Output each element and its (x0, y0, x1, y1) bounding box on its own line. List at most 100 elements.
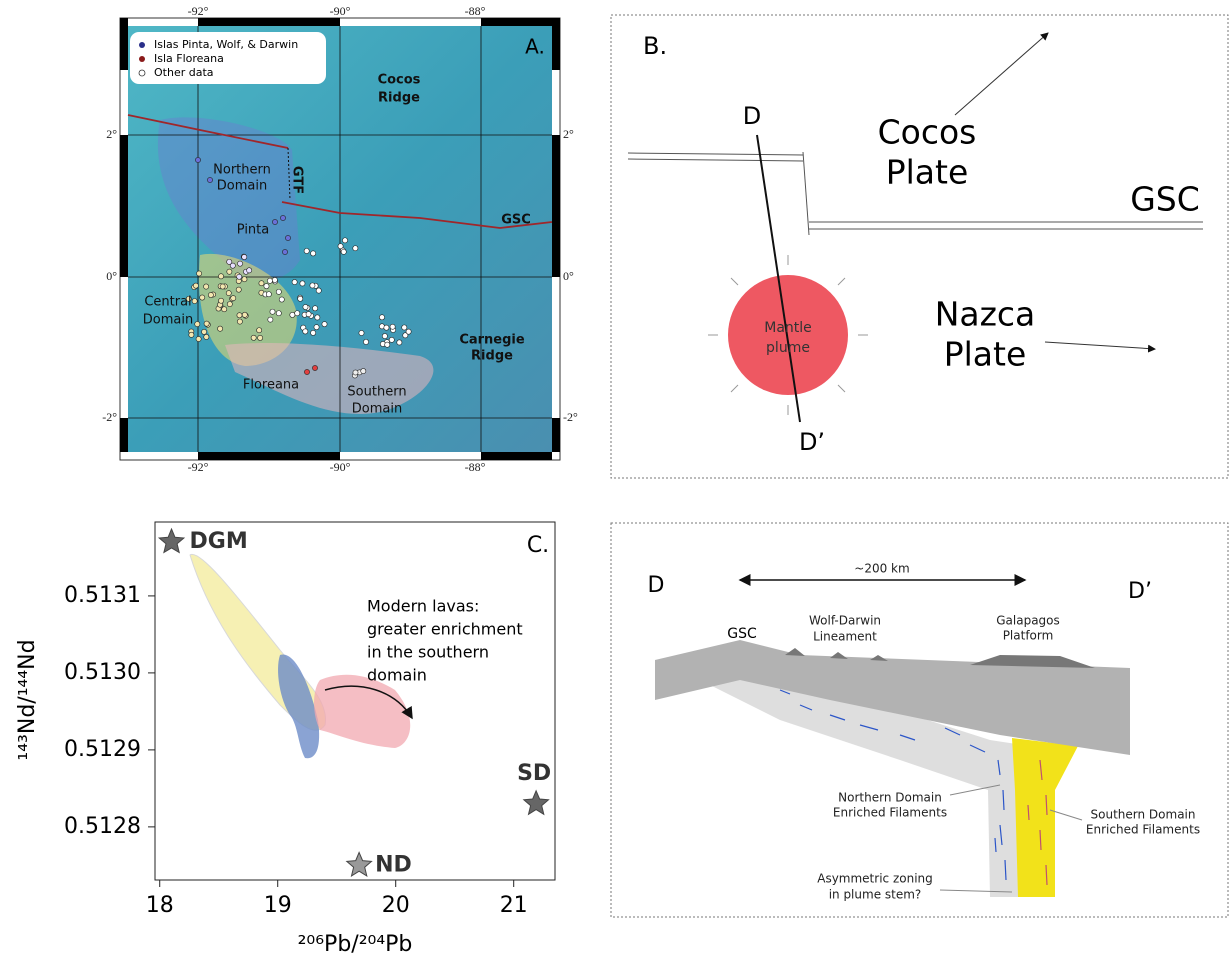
sample-dot (382, 333, 387, 338)
sample-dot (361, 368, 366, 373)
panel-label: A. (525, 35, 545, 59)
sample-dot (353, 246, 358, 251)
sample-dot (384, 325, 389, 330)
feature-label: Wolf-Darwin (809, 614, 881, 628)
sample-dot (397, 340, 402, 345)
legend-entry: Other data (154, 66, 214, 79)
lon-label: -92° (188, 460, 209, 474)
annotation: Modern lavas: (367, 597, 479, 616)
section-end: D (743, 102, 761, 130)
sample-dot (285, 235, 290, 240)
plate-arrow (955, 33, 1048, 115)
sample-dot (270, 309, 275, 314)
lat-label: -2° (102, 410, 117, 424)
sample-dot (314, 325, 319, 330)
feature-label: Northern Domain (838, 791, 942, 805)
plate-label: Nazca (935, 295, 1036, 334)
annotation: domain (367, 666, 427, 685)
sample-dot (227, 302, 232, 307)
sample-dot (201, 329, 206, 334)
map-label: Carnegie (459, 333, 525, 348)
map-label: Ridge (378, 91, 420, 106)
x-tick-label: 19 (264, 893, 292, 918)
x-axis-title: ²⁰⁶Pb/²⁰⁴Pb (298, 932, 413, 957)
map-label: Ridge (471, 349, 513, 364)
y-tick-label: 0.5130 (64, 660, 141, 685)
y-tick-label: 0.5131 (64, 583, 141, 608)
plume-label: Mantle (764, 320, 812, 336)
sample-dot (237, 261, 242, 266)
x-tick-label: 21 (500, 893, 528, 918)
sample-dot (264, 284, 269, 289)
sample-dot (207, 177, 212, 182)
lon-label: -90° (330, 4, 351, 18)
sample-dot (192, 298, 197, 303)
sample-dot (237, 313, 242, 318)
feature-label: Enriched Filaments (833, 806, 947, 820)
panel-label: C. (527, 533, 549, 558)
sample-dot (276, 311, 281, 316)
sample-dot (204, 321, 209, 326)
x-tick-label: 18 (146, 893, 174, 918)
plate-arrow (1045, 342, 1155, 349)
lon-label: -88° (465, 4, 486, 18)
section-end: D (648, 573, 665, 598)
sample-dot (196, 271, 201, 276)
sample-dot (300, 281, 305, 286)
sample-dot (304, 248, 309, 253)
sample-dot (313, 306, 318, 311)
sample-dot (247, 268, 252, 273)
scale-label: ~200 km (854, 562, 909, 576)
cross-section: D D’ ~200 km GSC Wolf-Darwin Lineament G… (611, 523, 1228, 917)
sample-dot (316, 288, 321, 293)
plate-label: Plate (886, 153, 969, 192)
endmember-label: ND (375, 852, 412, 877)
sample-dot (242, 277, 247, 282)
sample-dot (310, 283, 315, 288)
sample-dot (315, 315, 320, 320)
sample-dot (259, 281, 264, 286)
map-label: Domain (217, 179, 267, 194)
sample-dot (258, 335, 263, 340)
sample-dot (295, 311, 300, 316)
section-end: D’ (1128, 579, 1152, 604)
ridge-label: GSC (1130, 180, 1200, 219)
lon-label: -88° (465, 460, 486, 474)
sample-dot (402, 325, 407, 330)
sample-dot (303, 304, 308, 309)
sample-dot (303, 329, 308, 334)
sample-dot (311, 330, 316, 335)
map-label: Domain (352, 402, 402, 417)
x-tick-label: 20 (382, 893, 410, 918)
map-label: Domain (143, 313, 193, 328)
sample-dot (406, 329, 411, 334)
endmember-star (524, 791, 549, 815)
feature-label: GSC (727, 626, 757, 642)
map-label: Northern (213, 163, 271, 178)
sample-dot (227, 269, 232, 274)
y-tick-label: 0.5128 (64, 814, 141, 839)
sample-dot (195, 157, 200, 162)
sample-dot (292, 279, 297, 284)
sample-dot (236, 287, 241, 292)
sample-dot (282, 249, 287, 254)
y-axis-title: ¹⁴³Nd/¹⁴⁴Nd (15, 639, 40, 760)
plate-label: Plate (944, 335, 1027, 374)
sample-dot (220, 284, 225, 289)
map-label: Pinta (237, 223, 269, 238)
sample-dot (311, 251, 316, 256)
sample-dot (279, 297, 284, 302)
feature-label: Platform (1003, 629, 1054, 643)
annotation: in the southern (367, 643, 489, 662)
sample-dot (312, 365, 317, 370)
southern-stem (1012, 738, 1078, 897)
sample-dot (226, 291, 231, 296)
sample-dot (257, 328, 262, 333)
feature-label: Enriched Filaments (1086, 823, 1200, 837)
sample-dot (306, 312, 311, 317)
sample-dot (193, 283, 198, 288)
sample-dot (272, 277, 277, 282)
sample-dot (390, 324, 395, 329)
sample-dot (242, 312, 247, 317)
endmember-star (347, 852, 372, 876)
